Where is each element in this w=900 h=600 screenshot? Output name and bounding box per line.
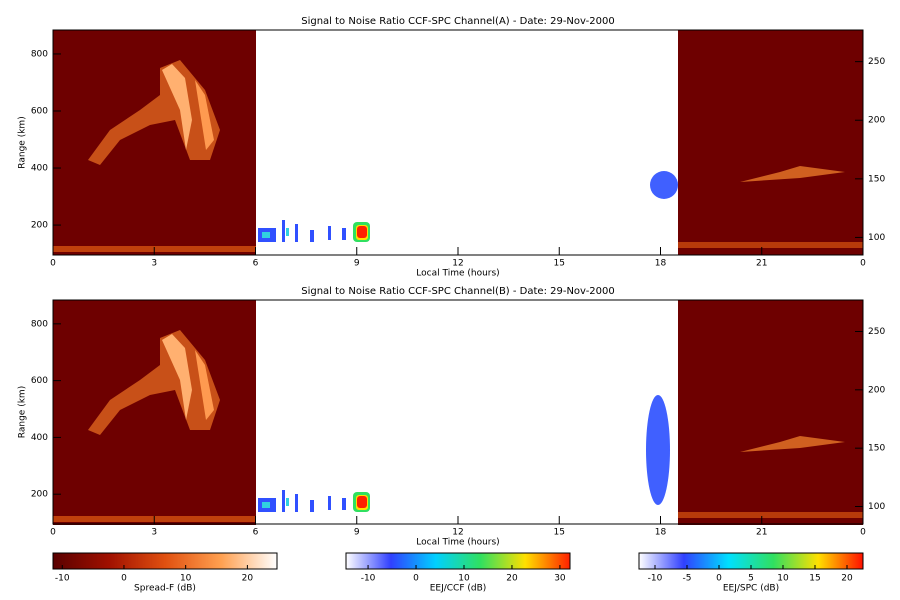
colorbar-tick-label: 5 bbox=[748, 574, 754, 584]
colorbar-tick-label: 0 bbox=[413, 574, 419, 584]
heatmap-image bbox=[53, 30, 863, 255]
y2-tick-label: 200 bbox=[868, 385, 885, 395]
x-tick-label: 3 bbox=[151, 528, 157, 538]
colorbar-label: Spread-F (dB) bbox=[134, 584, 196, 594]
y2-tick-label: 100 bbox=[868, 233, 885, 243]
colorbar-tick-label: 10 bbox=[180, 574, 192, 584]
x-tick-label: 15 bbox=[554, 528, 565, 538]
x-tick-label: 21 bbox=[756, 259, 767, 269]
colorbar-tick-label: 0 bbox=[121, 574, 127, 584]
y2-tick-label: 200 bbox=[868, 116, 885, 126]
y2-tick-label: 250 bbox=[868, 57, 885, 67]
chart-title: Signal to Noise Ratio CCF-SPC Channel(B)… bbox=[301, 286, 615, 297]
colorbar-tick-label: 20 bbox=[841, 574, 853, 584]
y-tick-label: 600 bbox=[31, 376, 48, 386]
x-tick-label: 0 bbox=[860, 528, 866, 538]
colorbar-label: EEJ/CCF (dB) bbox=[430, 584, 487, 594]
heatmap-image bbox=[53, 300, 863, 525]
x-tick-label: 15 bbox=[554, 259, 565, 269]
y2-tick-label: 150 bbox=[868, 444, 885, 454]
x-tick-label: 21 bbox=[756, 528, 767, 538]
x-tick-label: 0 bbox=[50, 528, 56, 538]
x-tick-label: 12 bbox=[452, 528, 463, 538]
colorbar-label: EEJ/SPC (dB) bbox=[723, 584, 779, 594]
y2-tick-label: 150 bbox=[868, 174, 885, 184]
y2-tick-label: 250 bbox=[868, 327, 885, 337]
x-tick-label: 18 bbox=[655, 259, 667, 269]
x-tick-label: 18 bbox=[655, 528, 667, 538]
colorbar-tick-label: 10 bbox=[777, 574, 789, 584]
heatmap-blob bbox=[650, 171, 678, 199]
x-tick-label: 6 bbox=[253, 528, 259, 538]
colorbar-tick-label: -10 bbox=[55, 574, 70, 584]
x-tick-label: 0 bbox=[860, 259, 866, 269]
y-axis-label: Range (km) bbox=[18, 386, 28, 438]
colorbar bbox=[345, 552, 571, 570]
x-tick-label: 3 bbox=[151, 259, 157, 269]
x-tick-label: 12 bbox=[452, 259, 463, 269]
colorbar-tick-label: 20 bbox=[506, 574, 518, 584]
colorbar-tick-label: 30 bbox=[554, 574, 566, 584]
y-tick-label: 400 bbox=[31, 164, 48, 174]
y-tick-label: 200 bbox=[31, 490, 48, 500]
x-tick-label: 6 bbox=[253, 259, 259, 269]
colorbar-tick-label: 15 bbox=[809, 574, 820, 584]
x-tick-label: 9 bbox=[354, 259, 360, 269]
y2-tick-label: 100 bbox=[868, 502, 885, 512]
heatmap-blob bbox=[646, 395, 670, 505]
colorbar-tick-label: -5 bbox=[683, 574, 692, 584]
y-tick-label: 800 bbox=[31, 319, 48, 329]
y-tick-label: 200 bbox=[31, 221, 48, 231]
colorbar-tick-label: 20 bbox=[242, 574, 254, 584]
colorbar-tick-label: -10 bbox=[648, 574, 663, 584]
x-tick-label: 9 bbox=[354, 528, 360, 538]
y-tick-label: 600 bbox=[31, 106, 48, 116]
x-axis-label: Local Time (hours) bbox=[416, 269, 499, 279]
colorbar-tick-label: 10 bbox=[458, 574, 470, 584]
colorbar-tick-label: -10 bbox=[361, 574, 376, 584]
colorbar-tick-label: 0 bbox=[716, 574, 722, 584]
x-axis-label: Local Time (hours) bbox=[416, 538, 499, 548]
chart-title: Signal to Noise Ratio CCF-SPC Channel(A)… bbox=[301, 16, 615, 27]
y-axis-label: Range (km) bbox=[18, 116, 28, 168]
x-tick-label: 0 bbox=[50, 259, 56, 269]
colorbar bbox=[52, 552, 278, 570]
y-tick-label: 800 bbox=[31, 49, 48, 59]
y-tick-label: 400 bbox=[31, 433, 48, 443]
